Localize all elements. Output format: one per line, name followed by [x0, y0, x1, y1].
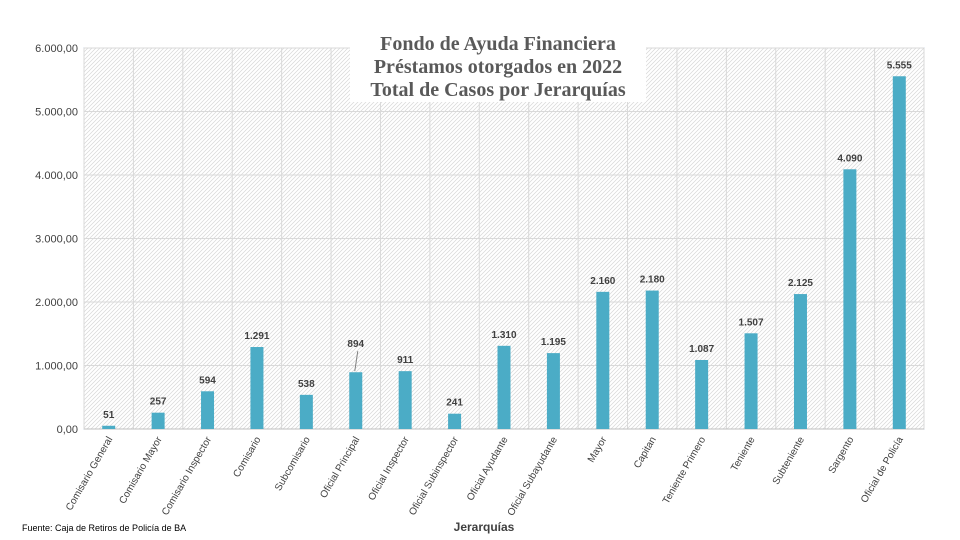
x-tick-label: Comisario Inspector [160, 434, 214, 517]
bars [102, 76, 906, 429]
title-line: Fondo de Ayuda Financiera [380, 33, 616, 55]
label-leader-line [354, 351, 359, 372]
x-tick-label: Oficial de Policía [859, 435, 906, 505]
x-tick-label: Oficial Subayudante [506, 435, 560, 518]
x-tick-label: Subcomisario [273, 435, 313, 493]
data-label: 51 [103, 410, 115, 421]
bar [201, 391, 215, 429]
data-label: 1.087 [689, 344, 714, 355]
bar [448, 413, 462, 429]
y-tick-label: 2.000,00 [35, 297, 78, 309]
chart-title: Fondo de Ayuda Financiera Préstamos otorg… [350, 30, 646, 102]
bar [398, 371, 412, 429]
data-label: 2.125 [788, 278, 813, 289]
data-labels: 51 257 594 1.291 538 894 911 241 1.310 1.195 2.160… [103, 60, 912, 421]
data-label: 4.090 [837, 153, 862, 164]
bar [793, 294, 807, 429]
bar [843, 169, 857, 429]
data-label: 594 [199, 375, 216, 386]
data-label: 241 [446, 398, 463, 409]
bar [349, 372, 363, 429]
data-label: 911 [397, 355, 414, 366]
data-label: 538 [298, 379, 315, 390]
data-label: 2.180 [640, 275, 665, 286]
bar [102, 425, 116, 429]
data-label: 1.291 [244, 331, 269, 342]
data-label: 894 [347, 339, 364, 350]
x-tick-label: Comisario General [64, 435, 115, 513]
data-label: 5.555 [887, 60, 912, 71]
y-tick-label: 4.000,00 [35, 170, 78, 182]
bar [151, 412, 165, 429]
y-tick-label: 5.000,00 [35, 107, 78, 119]
x-tick-label: Subteniente [771, 435, 807, 487]
x-tick-label: Comisario Mayor [117, 434, 165, 506]
x-axis: Comisario General Comisario MayorComisari… [64, 434, 906, 518]
title-line: Total de Casos por Jerarquías [370, 79, 625, 101]
title-background [350, 30, 646, 102]
x-tick-label: Mayor [586, 434, 610, 464]
bar [744, 333, 758, 429]
data-label: 1.507 [739, 317, 764, 328]
y-tick-label: 6.000,00 [35, 43, 78, 55]
y-axis: 0,00 1.000,00 2.000,00 3.000,00 4.000,00 5.00… [35, 43, 924, 436]
bar [695, 359, 709, 429]
bar [299, 394, 313, 429]
y-tick-label: 3.000,00 [35, 234, 78, 246]
x-tick-label: Teniente Primero [661, 435, 709, 506]
bar [497, 345, 511, 429]
data-label: 1.310 [491, 330, 516, 341]
x-tick-label: Sargento [827, 435, 857, 476]
y-tick-label: 0,00 [57, 424, 78, 436]
x-tick-label: Oficial Ayudante [465, 435, 511, 503]
source-note: Fuente: Caja de Retiros de Policía de BA [22, 523, 186, 533]
x-tick-label: Capitan [632, 435, 659, 470]
data-label: 1.195 [541, 337, 566, 348]
x-axis-title: Jerarquías [454, 520, 515, 534]
bar [250, 347, 264, 429]
data-label: 2.160 [590, 276, 615, 287]
data-label: 257 [150, 397, 167, 408]
x-tick-label: Teniente [729, 435, 758, 474]
x-tick-label: Oficial Principal [318, 435, 362, 500]
x-tick-label: Comisario [232, 435, 264, 480]
bar [596, 291, 610, 429]
bar [645, 290, 659, 429]
x-tick-label: Oficial Subinspector [407, 434, 461, 517]
bar [546, 353, 560, 429]
x-tick-label: Oficial Inspector [366, 434, 412, 502]
title-line: Préstamos otorgados en 2022 [374, 56, 622, 78]
y-tick-label: 1.000,00 [35, 361, 78, 373]
bar [892, 76, 906, 429]
